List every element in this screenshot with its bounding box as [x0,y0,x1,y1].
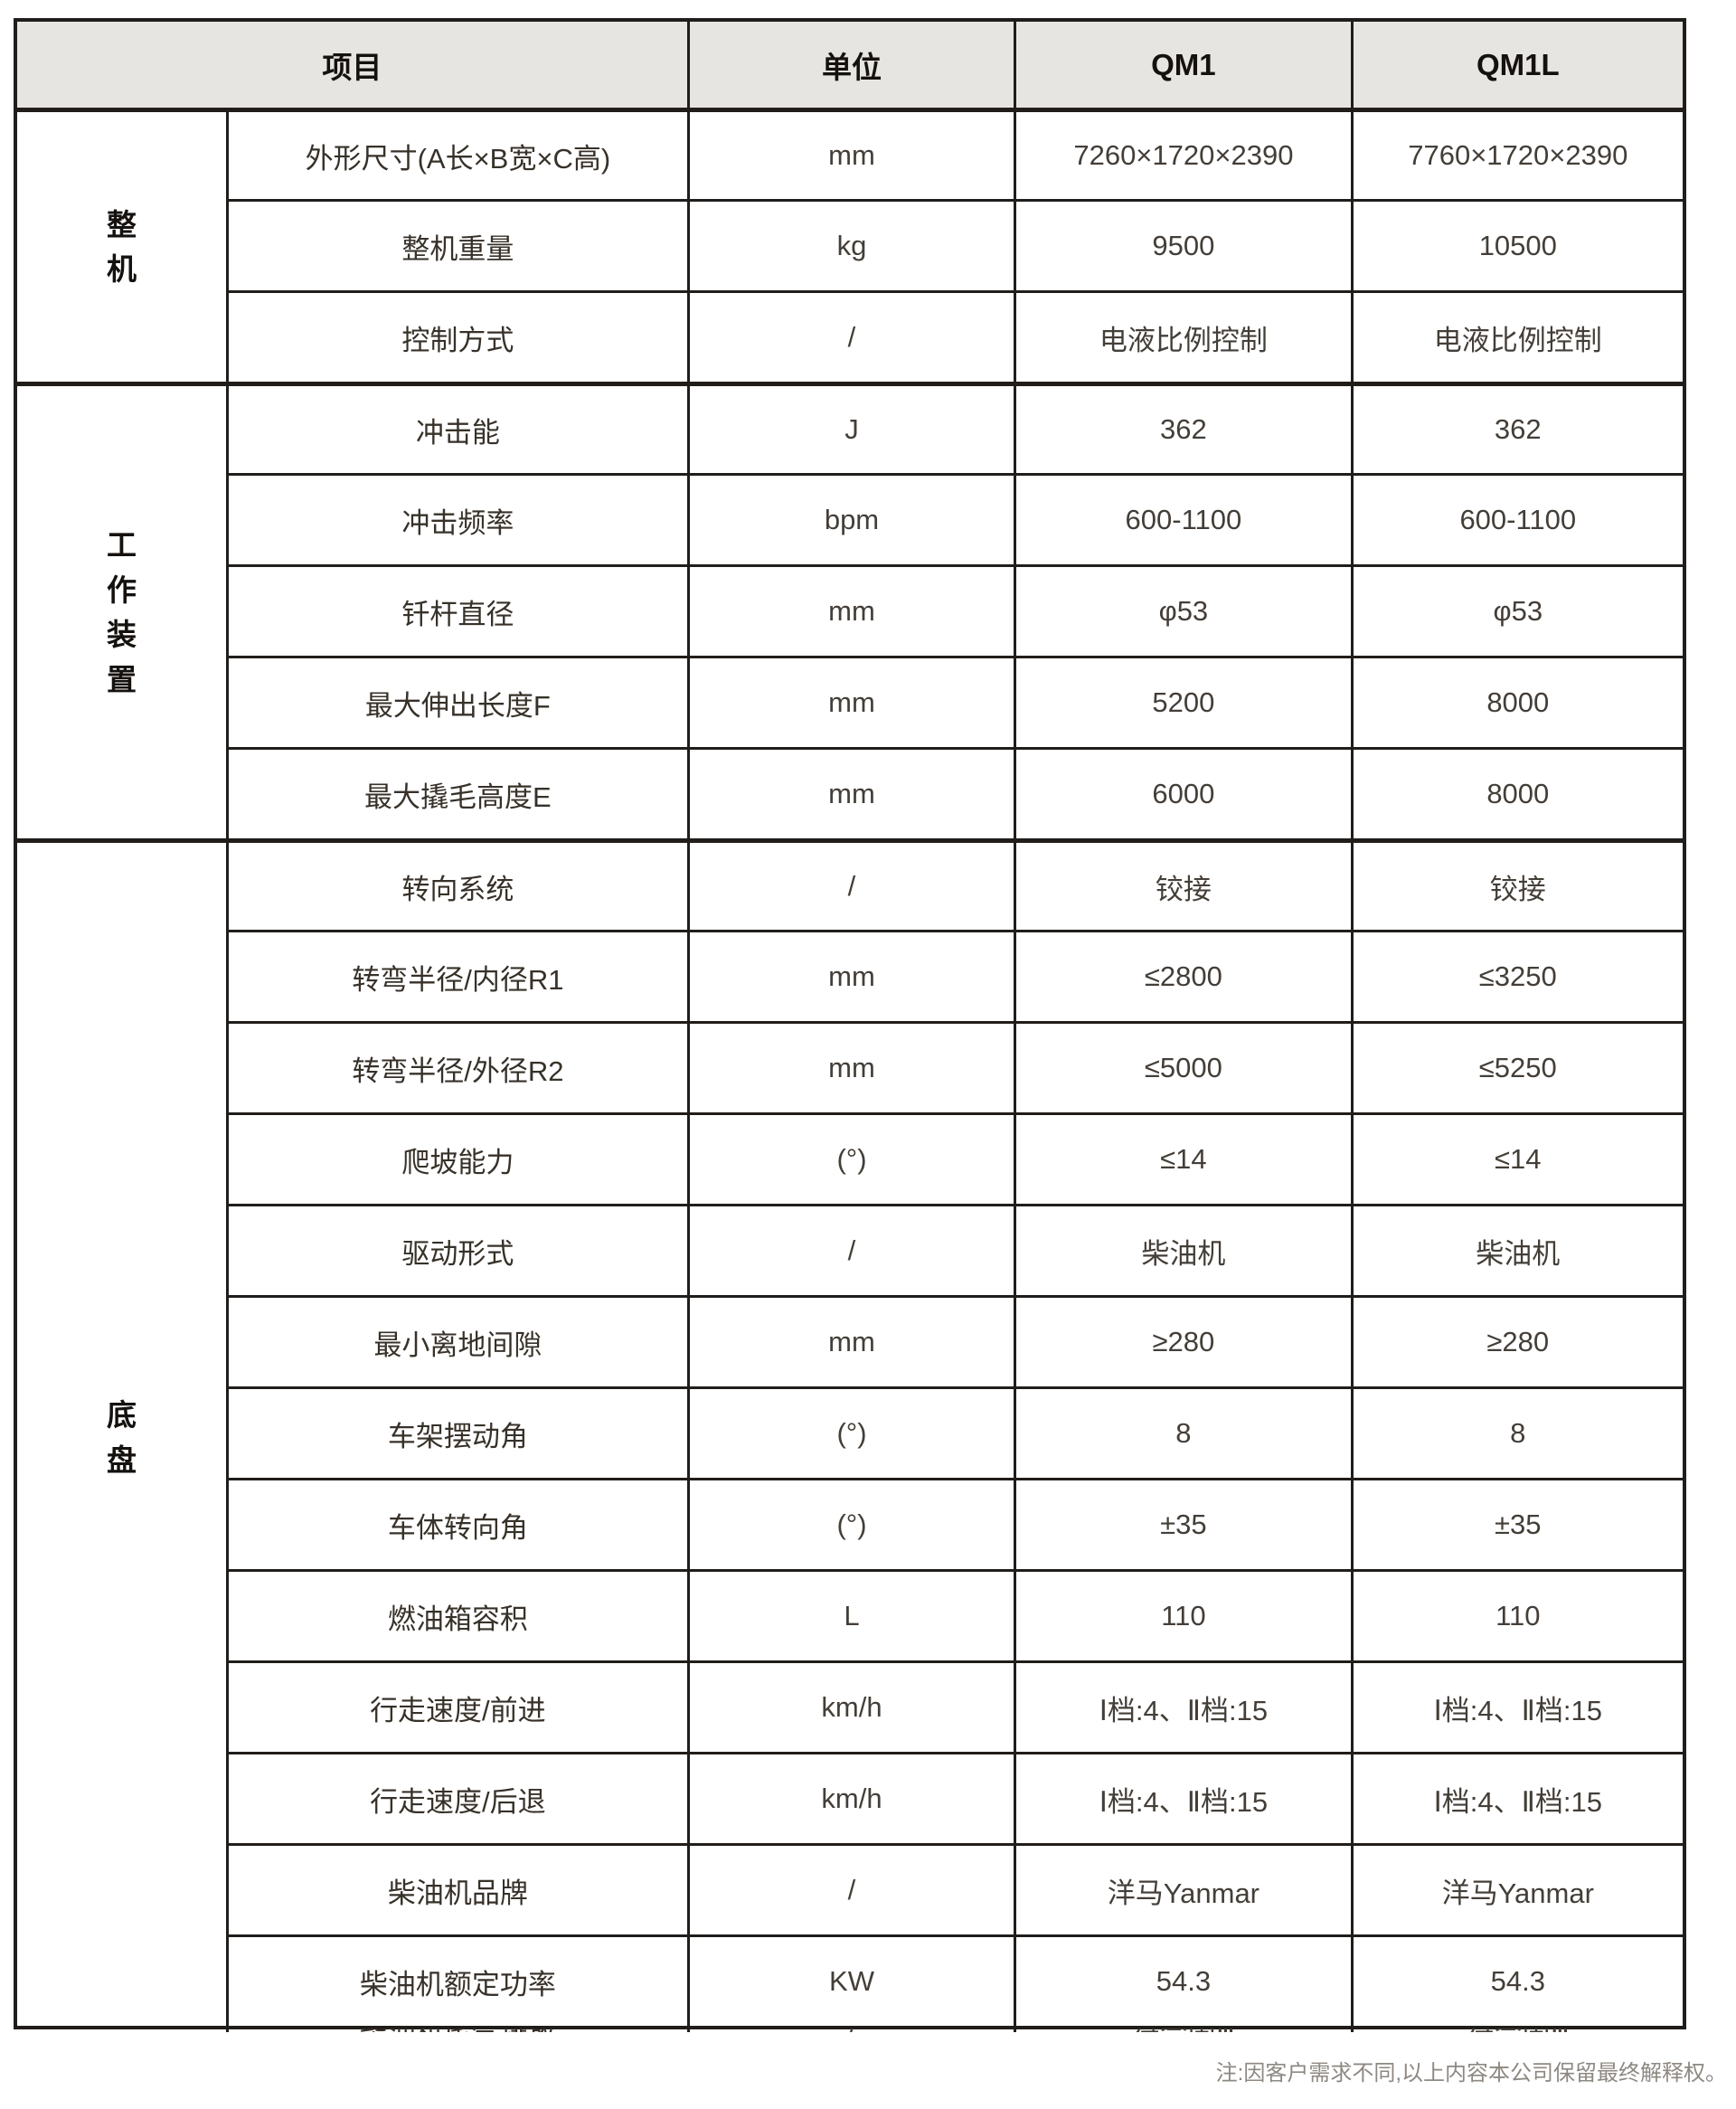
value-cell-qm1l: 7760×1720×2390 [1350,108,1683,199]
value-cell-qm1l: ≤5250 [1350,1021,1683,1112]
value-cell-qm1l: 8 [1350,1386,1683,1478]
value-cell-qm1l: 洋马Yanmar [1350,1843,1683,1934]
item-cell: 柴油机品牌 [225,1843,687,1934]
value-cell-qm1: 7260×1720×2390 [1014,108,1351,199]
header-cell-item: 项目 [17,22,687,108]
value-cell-qm1: Ⅰ档:4、Ⅱ档:15 [1014,1752,1351,1843]
unit-cell: / [686,838,1014,930]
unit-cell: km/h [686,1752,1014,1843]
value-cell-qm1: 6000 [1014,747,1351,838]
unit-cell: mm [686,930,1014,1021]
value-cell-qm1l: φ53 [1350,564,1683,656]
unit-cell: mm [686,1021,1014,1112]
unit-cell: mm [686,747,1014,838]
value-cell-qm1: ≤5000 [1014,1021,1351,1112]
value-cell-qm1: 电液比例控制 [1014,290,1351,382]
group-label: 底 盘 [17,838,226,2032]
value-cell-qm1: ±35 [1014,1478,1351,1569]
unit-cell: / [686,2026,1014,2032]
value-cell-qm1l: ≥280 [1350,1295,1683,1386]
value-cell-qm1l: 10500 [1350,199,1683,290]
value-cell-qm1l: 110 [1350,1569,1683,1660]
value-cell-qm1l: ±35 [1350,1478,1683,1569]
unit-cell: / [686,1204,1014,1295]
unit-cell: L [686,1569,1014,1660]
unit-cell: bpm [686,473,1014,564]
value-cell-qm1l: 54.3 [1350,1934,1683,2026]
item-cell: 冲击能 [225,382,687,473]
value-cell-qm1: 铰接 [1014,838,1351,930]
item-cell: 转弯半径/内径R1 [225,930,687,1021]
spec-table: 项目 单位 QM1 QM1L 整 机外形尺寸(A长×B宽×C高) mm 7260×1… [14,18,1686,2032]
unit-cell: mm [686,656,1014,747]
item-cell: 驱动形式 [225,1204,687,1295]
unit-cell: mm [686,564,1014,656]
value-cell-qm1l: 8000 [1350,656,1683,747]
value-cell-qm1: Ⅰ档:4、Ⅱ档:15 [1014,1660,1351,1752]
value-cell-qm1l: ≤14 [1350,1112,1683,1204]
unit-cell: mm [686,1295,1014,1386]
group-label: 整 机 [17,108,226,382]
item-cell: 柴油机额定功率 [225,1934,687,2026]
item-cell: 转向系统 [225,838,687,930]
item-cell: 钎杆直径 [225,564,687,656]
group-label: 工 作 装 置 [17,382,226,838]
value-cell-qm1l: 电液比例控制 [1350,290,1683,382]
value-cell-qm1l: 362 [1350,382,1683,473]
header-cell-qm1: QM1 [1014,22,1351,108]
value-cell-qm1l: 柴油机 [1350,1204,1683,1295]
value-cell-qm1: ≤2800 [1014,930,1351,1021]
value-cell-qm1: 8 [1014,1386,1351,1478]
unit-cell: kg [686,199,1014,290]
unit-cell: / [686,290,1014,382]
value-cell-qm1l: 8000 [1350,747,1683,838]
value-cell-qm1: 600-1100 [1014,473,1351,564]
value-cell-qm1l: 600-1100 [1350,473,1683,564]
value-cell-qm1: ≤14 [1014,1112,1351,1204]
item-cell: 转弯半径/外径R2 [225,1021,687,1112]
item-cell: 燃油箱容积 [225,1569,687,1660]
unit-cell: / [686,1843,1014,1934]
header-cell-unit: 单位 [686,22,1014,108]
item-cell: 最大伸出长度F [225,656,687,747]
value-cell-qm1l: ≤3250 [1350,930,1683,1021]
value-cell-qm1: 362 [1014,382,1351,473]
unit-cell: (°) [686,1386,1014,1478]
item-cell: 最大撬毛高度E [225,747,687,838]
value-cell-qm1: 符合国Ⅲ [1014,2026,1351,2032]
unit-cell: KW [686,1934,1014,2026]
header-cell-qm1l: QM1L [1350,22,1683,108]
value-cell-qm1: 110 [1014,1569,1351,1660]
unit-cell: km/h [686,1660,1014,1752]
value-cell-qm1: 9500 [1014,199,1351,290]
unit-cell: (°) [686,1112,1014,1204]
item-cell: 整机重量 [225,199,687,290]
item-cell: 行走速度/前进 [225,1660,687,1752]
value-cell-qm1: 54.3 [1014,1934,1351,2026]
value-cell-qm1: 柴油机 [1014,1204,1351,1295]
value-cell-qm1l: 铰接 [1350,838,1683,930]
value-cell-qm1: φ53 [1014,564,1351,656]
item-cell: 爬坡能力 [225,1112,687,1204]
item-cell: 行走速度/后退 [225,1752,687,1843]
value-cell-qm1: ≥280 [1014,1295,1351,1386]
value-cell-qm1: 5200 [1014,656,1351,747]
unit-cell: mm [686,108,1014,199]
value-cell-qm1l: 符合国Ⅲ [1350,2026,1683,2032]
unit-cell: (°) [686,1478,1014,1569]
footnote: 注:因客户需求不同,以上内容本公司保留最终解释权。 [1215,2061,1727,2085]
item-cell: 车体转向角 [225,1478,687,1569]
item-cell: 柴油机尾气排放 [225,2026,687,2032]
value-cell-qm1l: Ⅰ档:4、Ⅱ档:15 [1350,1660,1683,1752]
value-cell-qm1l: Ⅰ档:4、Ⅱ档:15 [1350,1752,1683,1843]
item-cell: 控制方式 [225,290,687,382]
item-cell: 冲击频率 [225,473,687,564]
unit-cell: J [686,382,1014,473]
item-cell: 车架摆动角 [225,1386,687,1478]
item-cell: 外形尺寸(A长×B宽×C高) [225,108,687,199]
value-cell-qm1: 洋马Yanmar [1014,1843,1351,1934]
item-cell: 最小离地间隙 [225,1295,687,1386]
